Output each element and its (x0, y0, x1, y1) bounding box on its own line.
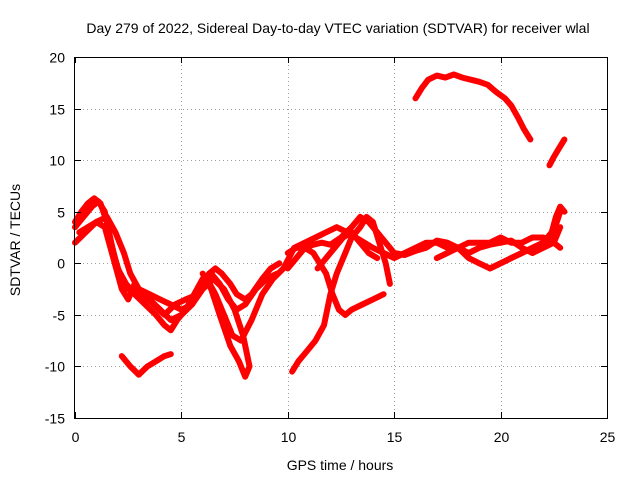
series-track-10 (487, 203, 568, 272)
y-tick-label: 20 (49, 50, 65, 66)
series-track-11 (412, 71, 534, 143)
x-axis-label: GPS time / hours (287, 457, 394, 473)
y-tick-label: 10 (49, 153, 65, 169)
chart-title: Day 279 of 2022, Sidereal Day-to-day VTE… (86, 20, 589, 36)
y-tick-label: -5 (53, 308, 66, 324)
x-tick-label: 15 (387, 429, 403, 445)
y-tick-label: 15 (49, 102, 65, 118)
series-track-4 (76, 213, 253, 380)
x-tick-label: 0 (72, 429, 80, 445)
y-tick-label: -10 (45, 359, 65, 375)
grid-lines (75, 57, 607, 418)
series-track-7 (284, 213, 564, 272)
series-track-12 (546, 136, 568, 169)
data-series (72, 71, 568, 380)
y-axis-label: SDTVAR / TECUs (7, 184, 23, 296)
y-tick-label: 5 (57, 205, 65, 221)
plot-frame (74, 57, 608, 419)
x-tick-label: 10 (281, 429, 297, 445)
series-track-8 (314, 229, 381, 272)
axis-ticks: 0 5 10 15 20 25 -15 -10 -5 0 5 10 15 20 (45, 50, 616, 446)
y-tick-label: -15 (45, 411, 65, 427)
x-tick-label: 20 (494, 429, 510, 445)
x-tick-label: 5 (178, 429, 186, 445)
y-tick-label: 0 (57, 256, 65, 272)
x-tick-label: 25 (600, 429, 616, 445)
series-track-13 (118, 351, 174, 378)
series-track-3 (72, 219, 564, 344)
